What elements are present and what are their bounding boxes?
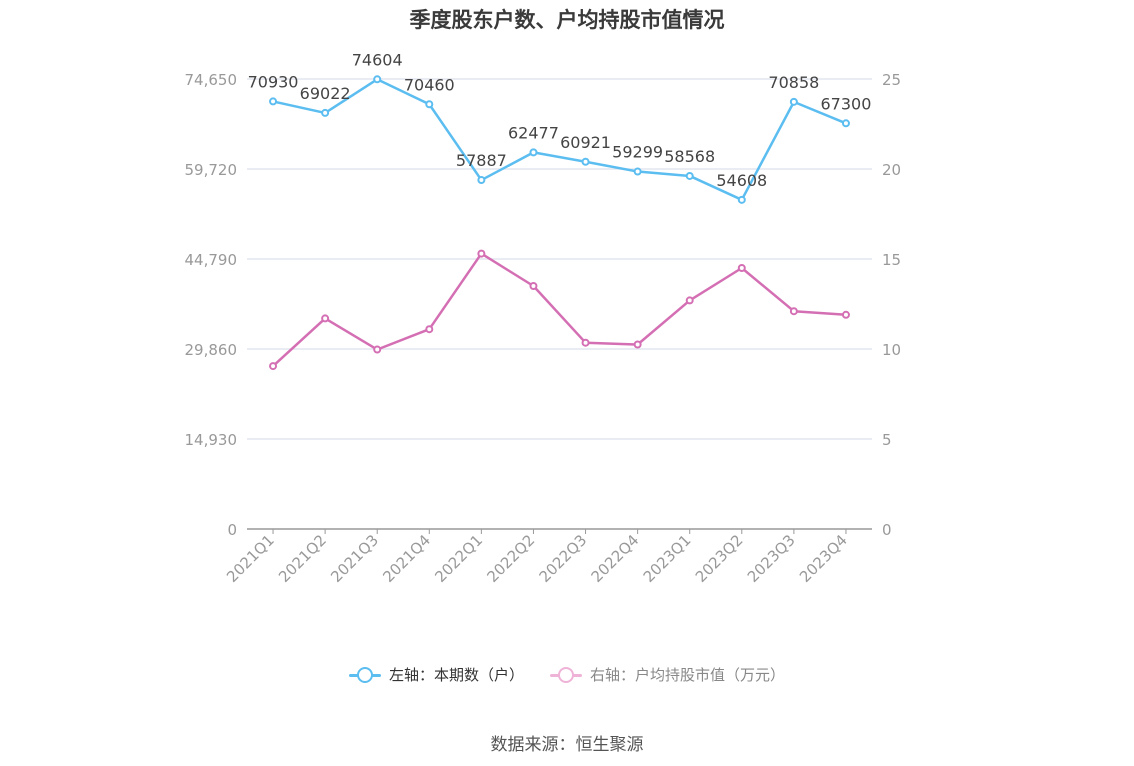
x-tick-label: 2023Q3 (744, 531, 799, 586)
data-label: 60921 (560, 133, 611, 152)
data-label: 58568 (664, 147, 715, 166)
data-point-1 (269, 362, 278, 371)
data-label: 57887 (456, 151, 507, 170)
data-point-0 (269, 97, 278, 106)
data-point-1 (685, 296, 694, 305)
x-tick-label: 2023Q1 (640, 531, 695, 586)
x-tick-label: 2021Q3 (327, 531, 382, 586)
data-label: 70460 (404, 75, 455, 94)
data-label: 62477 (508, 123, 559, 142)
right-tick-label: 20 (882, 161, 901, 179)
x-tick-label: 2022Q4 (588, 531, 643, 586)
data-point-1 (581, 338, 590, 347)
left-tick-label: 29,860 (185, 341, 238, 359)
x-tick-label: 2021Q1 (223, 531, 278, 586)
legend-left-swatch-icon (348, 666, 381, 683)
legend-right-swatch-icon (550, 666, 582, 683)
data-point-1 (477, 249, 486, 258)
data-point-1 (633, 340, 642, 349)
source-note: 数据来源：恒生聚源 (490, 735, 644, 755)
right-tick-label: 10 (882, 341, 901, 359)
legend: 左轴：本期数（户） 右轴：户均持股市值（万元） (0, 664, 1134, 685)
left-tick-label: 14,930 (185, 431, 238, 449)
x-tick-label: 2022Q2 (483, 531, 538, 586)
series-line-0 (272, 78, 847, 202)
right-tick-label: 15 (882, 251, 901, 269)
data-point-0 (373, 75, 382, 84)
x-tick-label: 2021Q2 (275, 531, 330, 586)
data-point-1 (737, 264, 746, 272)
data-point-0 (789, 97, 798, 106)
data-point-1 (425, 325, 434, 334)
data-point-0 (529, 148, 538, 157)
x-tick-label: 2022Q1 (431, 531, 486, 586)
chart-title: 季度股东户数、户均持股市值情况 (409, 8, 725, 32)
right-tick-label: 0 (882, 521, 892, 539)
data-point-1 (373, 345, 382, 354)
series-line-1 (272, 252, 847, 368)
data-point-0 (685, 171, 694, 180)
data-point-0 (841, 119, 850, 128)
left-tick-label: 0 (227, 521, 237, 539)
legend-right-label: 右轴：户均持股市值（万元） (590, 666, 786, 684)
x-tick-label: 2023Q4 (796, 531, 851, 586)
data-point-0 (477, 176, 486, 185)
right-tick-label: 25 (882, 71, 901, 89)
left-tick-label: 59,720 (185, 161, 238, 179)
data-point-0 (425, 100, 434, 109)
x-tick-label: 2022Q3 (536, 531, 591, 586)
data-label: 54608 (716, 171, 767, 190)
data-label: 69022 (300, 84, 351, 103)
data-label: 74604 (352, 50, 403, 69)
data-label: 70930 (248, 72, 299, 91)
data-label: 70858 (768, 73, 819, 92)
left-tick-label: 74,650 (185, 71, 238, 89)
data-point-0 (581, 157, 590, 166)
data-point-1 (529, 282, 538, 290)
right-tick-label: 5 (882, 431, 892, 449)
data-point-0 (321, 108, 330, 117)
data-point-1 (789, 307, 798, 316)
data-point-1 (841, 310, 850, 319)
x-tick-label: 2023Q2 (692, 531, 747, 586)
x-tick-label: 2021Q4 (379, 531, 434, 586)
data-label: 67300 (821, 94, 872, 113)
data-point-0 (633, 167, 642, 176)
data-point-1 (321, 314, 330, 323)
legend-left-label: 左轴：本期数（户） (388, 666, 524, 684)
legend-item-left[interactable]: 左轴：本期数（户） (348, 664, 524, 685)
data-label: 59299 (612, 143, 663, 162)
data-point-0 (737, 195, 746, 204)
left-tick-label: 44,790 (185, 251, 238, 269)
legend-item-right[interactable]: 右轴：户均持股市值（万元） (550, 664, 785, 685)
